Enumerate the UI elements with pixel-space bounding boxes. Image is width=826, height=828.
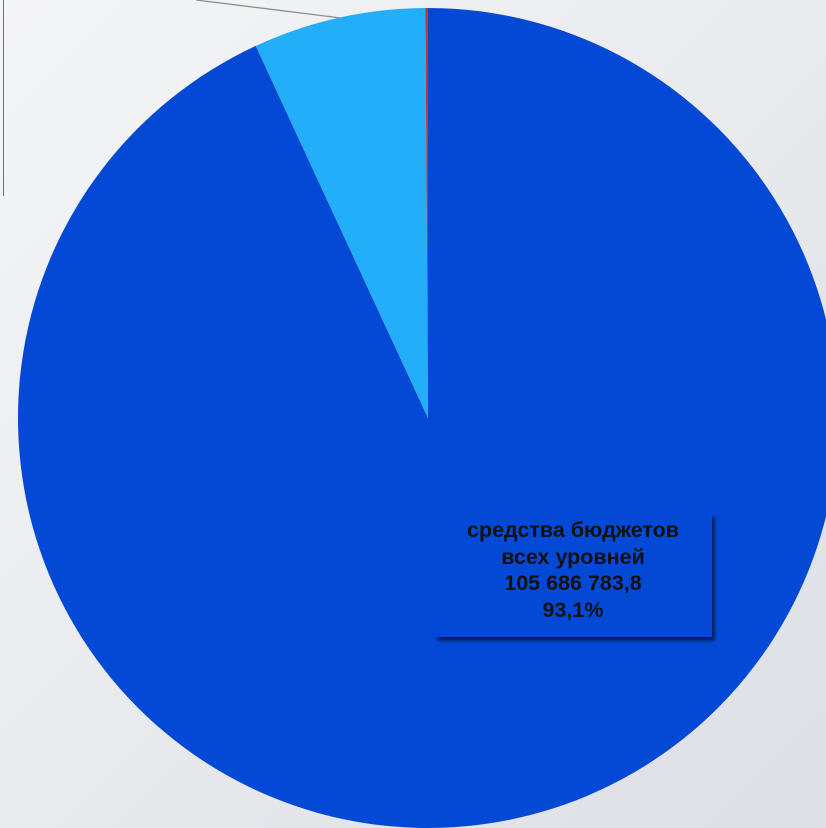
leader-line	[195, 0, 342, 19]
partial-label-box	[0, 0, 4, 196]
pie-slice-1	[255, 8, 428, 418]
label-value: 105 686 783,8	[504, 571, 642, 595]
pie-slice-2	[425, 8, 428, 418]
label-percent: 93,1%	[542, 597, 604, 622]
label-line-1: средства бюджетов	[467, 518, 679, 542]
pie-slice-0	[18, 8, 826, 828]
label-line-2: всех уровней	[501, 544, 645, 569]
slice-label-budget: средства бюджетов всех уровней 105 686 7…	[434, 513, 712, 637]
pie-slices	[18, 8, 826, 828]
